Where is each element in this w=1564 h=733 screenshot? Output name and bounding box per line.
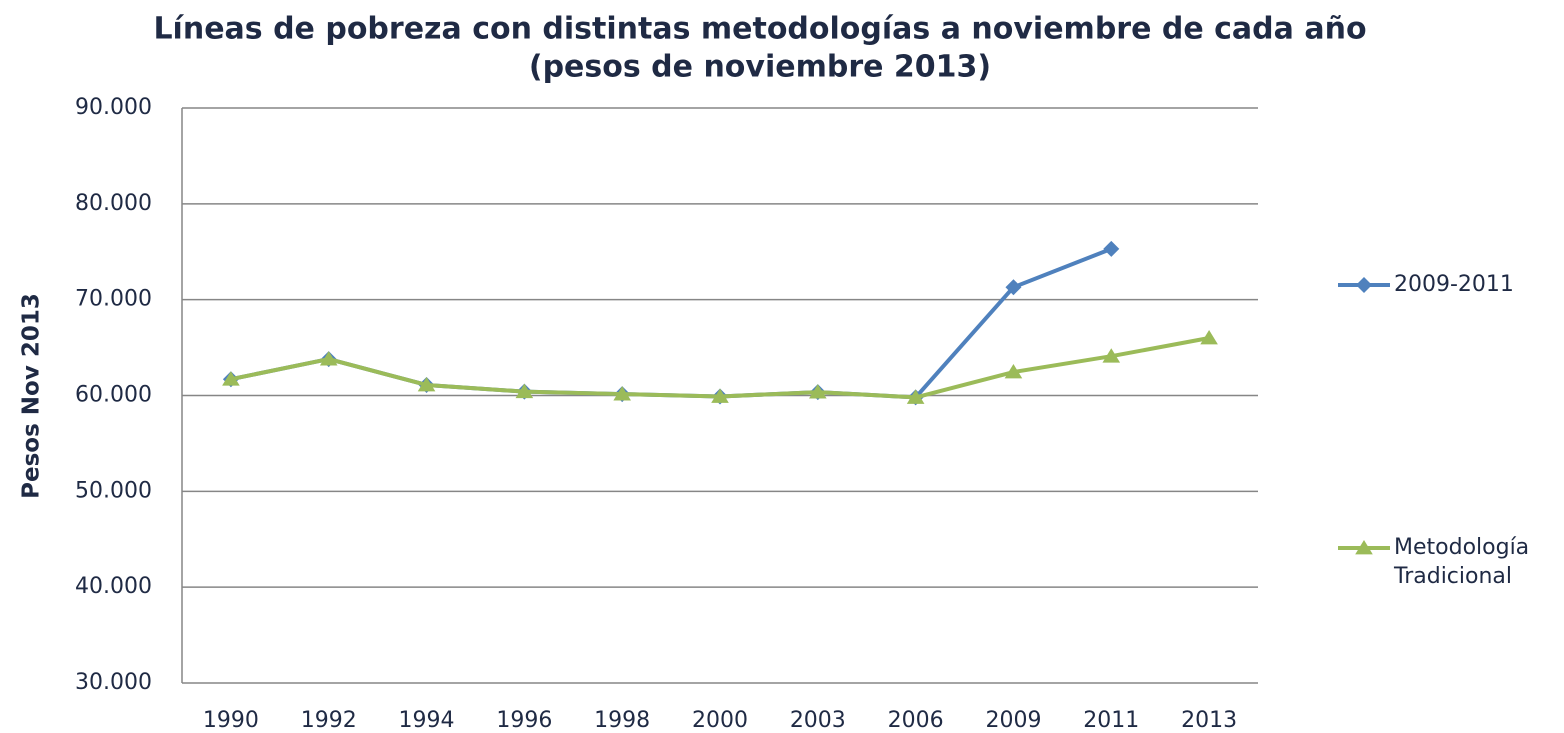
marker	[613, 386, 631, 401]
marker	[1005, 279, 1022, 296]
y-tick-label: 80.000	[75, 191, 152, 216]
y-tick-label: 70.000	[75, 287, 152, 312]
marker	[1103, 240, 1120, 257]
y-tick-label: 90.000	[75, 95, 152, 120]
y-tick-label: 50.000	[75, 478, 152, 503]
marker	[1356, 277, 1372, 293]
chart-title: Líneas de pobreza con distintas metodolo…	[153, 12, 1366, 47]
x-tick-label: 1994	[399, 708, 455, 733]
x-tick-label: 2006	[888, 708, 944, 733]
y-tick-label: 30.000	[75, 670, 152, 695]
marker	[417, 376, 436, 392]
y-tick-label: 40.000	[75, 574, 152, 599]
marker	[1200, 330, 1218, 345]
x-tick-label: 2013	[1181, 708, 1237, 733]
x-tick-label: 2003	[790, 708, 846, 733]
x-tick-label: 2000	[692, 708, 748, 733]
x-tick-label: 2011	[1083, 708, 1139, 733]
marker	[515, 383, 534, 399]
marker	[809, 384, 827, 399]
legend-label: Metodología Tradicional	[1394, 535, 1530, 589]
marker	[222, 371, 240, 386]
x-tick-label: 2009	[985, 708, 1041, 733]
marker	[1355, 540, 1373, 555]
x-tick-label: 1990	[203, 708, 259, 733]
y-tick-label: 60.000	[75, 383, 152, 408]
series-line	[230, 247, 1112, 400]
legend-label: 2009-2011	[1394, 272, 1514, 297]
x-tick-label: 1996	[496, 708, 552, 733]
chart-subtitle: (pesos de noviembre 2013)	[529, 50, 991, 85]
marker	[906, 389, 925, 404]
x-tick-label: 1998	[594, 708, 650, 733]
marker	[1004, 364, 1023, 379]
marker	[711, 388, 729, 403]
y-axis-label: Pesos Nov 2013	[19, 293, 45, 499]
marker	[1102, 348, 1121, 363]
x-tick-label: 1992	[301, 708, 357, 733]
marker	[319, 351, 338, 366]
